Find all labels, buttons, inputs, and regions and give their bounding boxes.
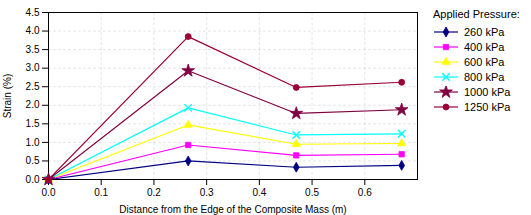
html-text:1250 kPa: 1250 kPa <box>464 100 511 113</box>
html-text:1000 kPa: 1000 kPa <box>464 85 511 98</box>
svg-text:1.5: 1.5 <box>26 118 40 129</box>
html-text:800 kPa: 800 kPa <box>464 70 505 83</box>
svg-text:2.5: 2.5 <box>26 81 40 92</box>
svg-text:0.3: 0.3 <box>200 187 214 198</box>
html-text:260 kPa: 260 kPa <box>464 25 505 38</box>
svg-text:3.0: 3.0 <box>26 62 40 73</box>
svg-text:Distance from the Edge of the: Distance from the Edge of the Composite … <box>119 204 346 215</box>
svg-text:4.5: 4.5 <box>26 7 40 18</box>
svg-text:0.2: 0.2 <box>147 187 161 198</box>
html-text:600 kPa: 600 kPa <box>464 55 505 68</box>
svg-text:0.6: 0.6 <box>358 187 372 198</box>
svg-text:0.5: 0.5 <box>26 155 40 166</box>
svg-text:0.0: 0.0 <box>42 187 56 198</box>
html-text:400 kPa: 400 kPa <box>464 40 505 53</box>
svg-text:0.0: 0.0 <box>26 174 40 185</box>
svg-text:0.4: 0.4 <box>252 187 266 198</box>
svg-text:4.0: 4.0 <box>26 25 40 36</box>
svg-text:2.0: 2.0 <box>26 99 40 110</box>
svg-text:0.5: 0.5 <box>305 187 319 198</box>
svg-text:0.1: 0.1 <box>94 187 108 198</box>
svg-text:1.0: 1.0 <box>26 137 40 148</box>
svg-text:Strain (%): Strain (%) <box>2 74 13 118</box>
html-text:Applied Pressure:: Applied Pressure: <box>433 8 520 20</box>
svg-text:3.5: 3.5 <box>26 44 40 55</box>
